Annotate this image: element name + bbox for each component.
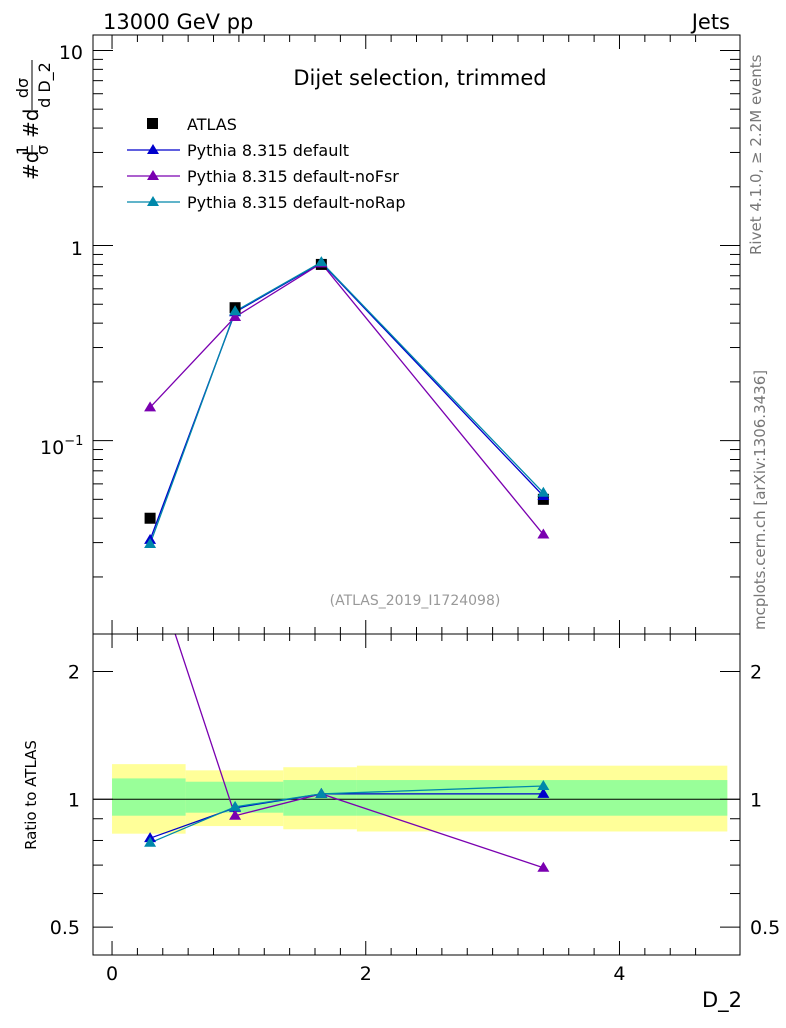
ratio-line-1 xyxy=(174,634,544,869)
ratio-marker-0 xyxy=(537,787,550,798)
process-label: Jets xyxy=(690,10,730,34)
main-axis-ticks xyxy=(93,35,740,634)
ratio-series-lines xyxy=(149,634,544,869)
main-ytick-labels: 10−1 1 10 xyxy=(40,42,83,459)
energy-label: 13000 GeV pp xyxy=(103,10,253,34)
ratio-marker-2 xyxy=(144,836,157,847)
ylabel-part-b: #d xyxy=(19,109,43,138)
legend-label-norap: Pythia 8.315 default-noRap xyxy=(187,193,405,212)
series-marker-2 xyxy=(229,311,242,322)
ratio-marker-2 xyxy=(537,779,550,790)
ratio-panel: Ratio to ATLAS D_2 0.5 1 2 0.5 1 2 0 2 4 xyxy=(22,633,780,1013)
ratio-ytick-label-0p5-left: 0.5 xyxy=(50,917,80,939)
series-marker-3 xyxy=(229,305,242,316)
ratio-ytick-label-0p5-right: 0.5 xyxy=(750,917,780,939)
main-panel: Dijet selection, trimmed (ATLAS_2019_I17… xyxy=(13,34,741,635)
series-line-1 xyxy=(149,262,544,541)
main-series-lines xyxy=(149,261,544,545)
ratio-marker-2 xyxy=(229,800,242,811)
ytick-label-0p1: 10−1 xyxy=(40,434,83,459)
ratio-line-2 xyxy=(149,785,544,844)
legend-label-atlas: ATLAS xyxy=(187,115,237,134)
ratio-marker-2 xyxy=(315,787,328,798)
ratio-ytick-label-1-left: 1 xyxy=(68,789,80,811)
ylabel-frac-a-num: 1 xyxy=(13,145,32,155)
xtick-label-4: 4 xyxy=(613,963,625,985)
main-ylabel: #d 1 σ #d dσ d D_2 xyxy=(13,60,55,180)
series-marker-2 xyxy=(537,528,550,539)
atlas-data-point xyxy=(144,512,156,524)
legend: ATLAS Pythia 8.315 default Pythia 8.315 … xyxy=(127,115,405,212)
ratio-ylabel: Ratio to ATLAS xyxy=(22,740,40,850)
series-marker-3 xyxy=(537,486,550,497)
analysis-id: (ATLAS_2019_I1724098) xyxy=(330,593,501,609)
ratio-ytick-label-1-right: 1 xyxy=(750,789,762,811)
series-line-3 xyxy=(149,261,544,545)
ratio-ytick-label-2-right: 2 xyxy=(750,661,762,683)
ratio-marker-1 xyxy=(537,861,550,872)
series-marker-2 xyxy=(144,401,157,412)
ylabel-frac-b-num: dσ xyxy=(13,78,32,98)
xtick-labels: 0 2 4 xyxy=(106,963,626,985)
main-title: Dijet selection, trimmed xyxy=(293,66,546,90)
ratio-frame xyxy=(92,633,741,956)
ratio-series-markers xyxy=(144,779,550,872)
ratio-ytick-label-2-left: 2 xyxy=(68,661,80,683)
legend-marker-atlas xyxy=(147,118,158,129)
legend-marker-nofsr xyxy=(147,170,159,180)
series-marker-3 xyxy=(144,538,157,549)
ytick-label-1: 1 xyxy=(71,238,83,260)
ratio-axis-ticks xyxy=(93,634,740,955)
ylabel-part-a: #d xyxy=(19,151,43,180)
xtick-label-0: 0 xyxy=(106,963,118,985)
series-line-2 xyxy=(149,262,544,535)
xlabel: D_2 xyxy=(702,988,742,1013)
rivet-label: Rivet 4.1.0, ≥ 2.2M events xyxy=(747,54,765,255)
legend-label-nofsr: Pythia 8.315 default-noFsr xyxy=(187,167,399,186)
ylabel-frac-b-den: d D_2 xyxy=(35,62,55,108)
ratio-ytick-labels: 0.5 1 2 0.5 1 2 xyxy=(50,661,780,939)
main-series-markers xyxy=(144,256,550,549)
series-marker-3 xyxy=(315,256,328,267)
ratio-marker-1 xyxy=(229,809,242,820)
ylabel-frac-a-den: σ xyxy=(33,145,52,155)
legend-marker-norap xyxy=(147,196,159,206)
stat-uncertainty-band xyxy=(112,778,186,816)
source-label: mcplots.cern.ch [arXiv:1306.3436] xyxy=(751,370,769,630)
ytick-label-10: 10 xyxy=(59,42,83,64)
legend-label-default: Pythia 8.315 default xyxy=(187,141,349,160)
xtick-label-2: 2 xyxy=(360,963,372,985)
legend-marker-default xyxy=(147,144,159,154)
